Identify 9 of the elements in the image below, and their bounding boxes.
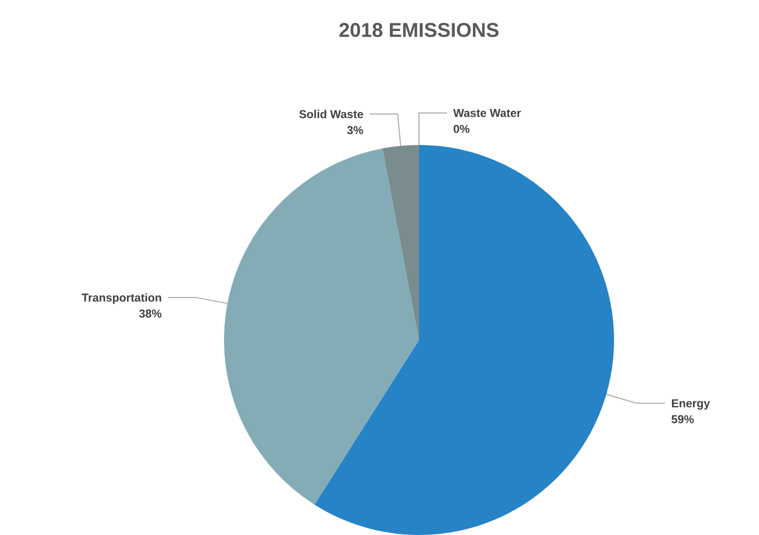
data-label: 38% [139,310,162,318]
data-label: 59% [672,415,694,424]
data-label: 3% [347,126,364,134]
chart-title: 2018 EMISSIONS [339,22,499,38]
slice-label: Transportation [82,293,162,304]
slice-label: Energy [672,399,710,410]
text: 0% [454,124,470,133]
category-label: Waste Water [453,109,521,118]
slice-label: Solid Waste [299,110,364,118]
